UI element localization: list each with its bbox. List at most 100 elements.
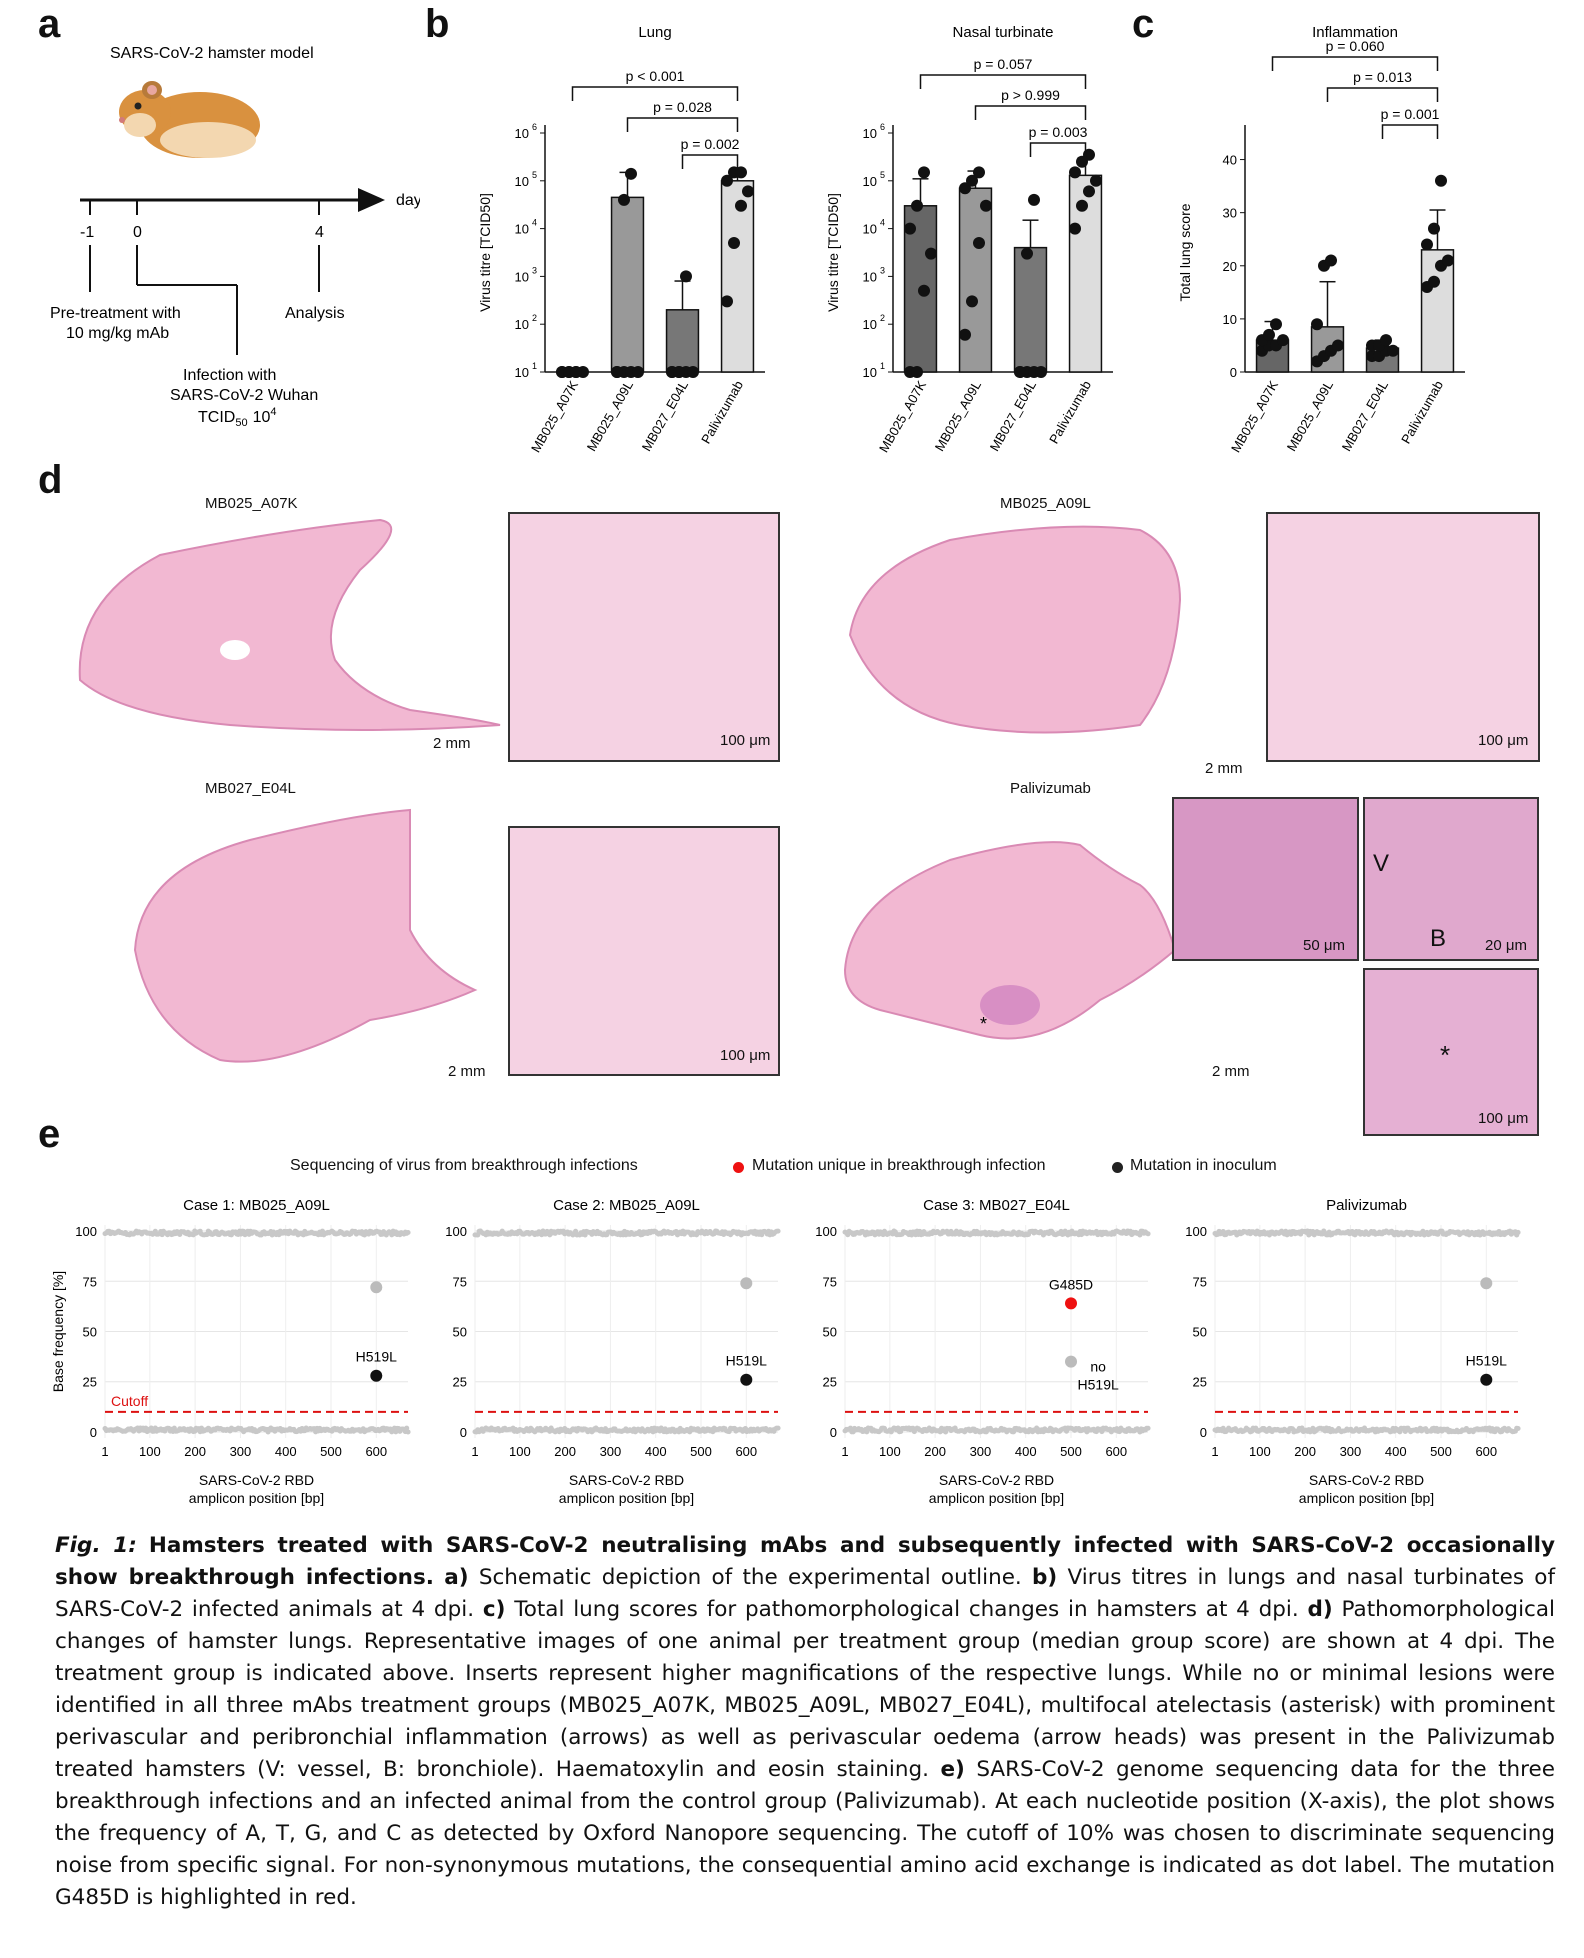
comparison-bracket bbox=[1381, 124, 1439, 139]
p-value-label: p = 0.013 bbox=[1353, 69, 1412, 85]
y-tick-label: 30 bbox=[1223, 206, 1237, 221]
data-point bbox=[625, 167, 637, 180]
data-point bbox=[1428, 222, 1440, 235]
data-point bbox=[728, 236, 740, 249]
scale-100um-a09l: 100 μm bbox=[1478, 732, 1529, 749]
data-point bbox=[973, 236, 985, 249]
p-value-label: p = 0.060 bbox=[1326, 38, 1385, 54]
y-axis-label: Total lung score bbox=[1177, 203, 1193, 301]
infection-line1: Infection with bbox=[183, 367, 276, 384]
data-point bbox=[1277, 334, 1289, 347]
scale-50um: 50 μm bbox=[1303, 937, 1345, 954]
x-tick-label: 100 bbox=[509, 1444, 531, 1459]
caption-d-label: d) bbox=[1307, 1597, 1333, 1622]
legend-red-dot bbox=[733, 1162, 744, 1173]
data-point bbox=[973, 166, 985, 179]
mutation-label: H519L bbox=[1466, 1353, 1507, 1369]
data-point bbox=[735, 199, 747, 212]
data-point bbox=[1090, 174, 1102, 187]
data-point bbox=[687, 366, 699, 378]
comparison-bracket bbox=[1029, 142, 1087, 157]
cutoff-label: Cutoff bbox=[111, 1393, 148, 1409]
y-tick-label: 75 bbox=[823, 1274, 837, 1289]
y-tick-label: 0 bbox=[830, 1425, 837, 1440]
y-tick-label: 0 bbox=[460, 1425, 467, 1440]
chart-title: Case 1: MB025_A09L bbox=[183, 1197, 330, 1214]
comparison-bracket bbox=[681, 154, 739, 169]
data-point bbox=[1421, 238, 1433, 251]
data-point bbox=[1270, 318, 1282, 331]
y-tick-label: 10 bbox=[863, 317, 877, 332]
chart-title: Case 3: MB027_E04L bbox=[923, 1197, 1070, 1214]
asterisk-marker: * bbox=[980, 1014, 987, 1034]
y-tick-label: 75 bbox=[83, 1274, 97, 1289]
annotation-label: no bbox=[1090, 1359, 1106, 1375]
x-tick-label: 1 bbox=[101, 1444, 108, 1459]
inset-palivizumab-inflammation bbox=[1172, 797, 1359, 961]
tick-0: 0 bbox=[133, 224, 142, 241]
y-tick-label: 0 bbox=[1200, 1425, 1207, 1440]
mutation-point bbox=[1480, 1373, 1493, 1386]
y-tick-label: 0 bbox=[90, 1425, 97, 1440]
scale-20um: 20 μm bbox=[1485, 937, 1527, 954]
y-tick-label: 100 bbox=[75, 1224, 97, 1239]
hamster-illustration bbox=[119, 81, 260, 158]
data-point bbox=[966, 295, 978, 308]
comparison-bracket bbox=[919, 74, 1087, 89]
x-tick-label: 200 bbox=[554, 1444, 576, 1459]
data-point bbox=[1014, 366, 1026, 378]
bar bbox=[665, 309, 700, 373]
data-point bbox=[618, 193, 630, 206]
scale-2mm-palivizumab: 2 mm bbox=[1212, 1063, 1250, 1080]
caption-e-text: SARS-CoV-2 genome sequencing data for th… bbox=[55, 1757, 1555, 1910]
x-tick-label: 600 bbox=[1475, 1444, 1497, 1459]
mutation-label: H519L bbox=[356, 1349, 397, 1365]
x-tick-label: MB025_A09L bbox=[1284, 378, 1336, 454]
y-tick-exponent: 5 bbox=[880, 170, 885, 180]
caption-b-text: Virus titres in lungs and nasal turbinat… bbox=[55, 1565, 1556, 1622]
p-value-label: p = 0.057 bbox=[974, 56, 1033, 72]
y-axis-label: Virus titre [TCID50] bbox=[825, 193, 841, 312]
x-tick-label: 500 bbox=[320, 1444, 342, 1459]
caption-a-text: Schematic depiction of the experimental … bbox=[478, 1565, 1022, 1590]
inset-e04l bbox=[508, 826, 780, 1076]
p-value-label: p < 0.001 bbox=[626, 68, 685, 84]
y-tick-label: 10 bbox=[515, 174, 529, 189]
y-tick-exponent: 6 bbox=[880, 122, 885, 132]
annotation-label: H519L bbox=[1078, 1377, 1119, 1393]
panel-e-header: Sequencing of virus from breakthrough in… bbox=[290, 1157, 638, 1174]
scale-100um-e04l: 100 μm bbox=[720, 1047, 771, 1064]
lung-overview-a07k bbox=[78, 518, 501, 731]
panel-letter-b: b bbox=[425, 2, 450, 46]
inset-letter-v: V bbox=[1373, 850, 1390, 877]
x-axis-label: SARS-CoV-2 RBD bbox=[569, 1472, 684, 1488]
x-axis-label: amplicon position [bp] bbox=[189, 1490, 324, 1506]
mutation-point bbox=[740, 1373, 753, 1386]
chart-title: Case 2: MB025_A09L bbox=[553, 1197, 700, 1214]
data-point bbox=[959, 328, 971, 341]
x-tick-label: 400 bbox=[1015, 1444, 1037, 1459]
y-tick-label: 100 bbox=[445, 1224, 467, 1239]
x-tick-label: 500 bbox=[1430, 1444, 1452, 1459]
y-tick-label: 25 bbox=[83, 1375, 97, 1390]
y-tick-label: 10 bbox=[863, 126, 877, 141]
x-tick-label: Palivizumab bbox=[698, 378, 746, 446]
y-tick-exponent: 5 bbox=[532, 170, 537, 180]
data-point bbox=[721, 295, 733, 308]
comparison-bracket bbox=[1326, 87, 1439, 102]
x-tick-label: 200 bbox=[924, 1444, 946, 1459]
inset-a09l bbox=[1266, 512, 1540, 762]
x-tick-label: MB027_E04L bbox=[987, 378, 1039, 454]
panel-letter-d: d bbox=[38, 458, 63, 502]
data-point bbox=[980, 199, 992, 212]
x-tick-label: Palivizumab bbox=[1046, 378, 1094, 446]
x-axis-label: amplicon position [bp] bbox=[1299, 1490, 1434, 1506]
y-tick-label: 40 bbox=[1223, 153, 1237, 168]
comparison-bracket bbox=[974, 105, 1087, 120]
frequency-band-high bbox=[1212, 1228, 1521, 1238]
x-tick-label: 200 bbox=[184, 1444, 206, 1459]
data-point bbox=[1083, 185, 1095, 198]
y-tick-label: 100 bbox=[1185, 1224, 1207, 1239]
scale-2mm-e04l: 2 mm bbox=[448, 1063, 486, 1080]
x-tick-label: MB025_A09L bbox=[932, 378, 984, 454]
